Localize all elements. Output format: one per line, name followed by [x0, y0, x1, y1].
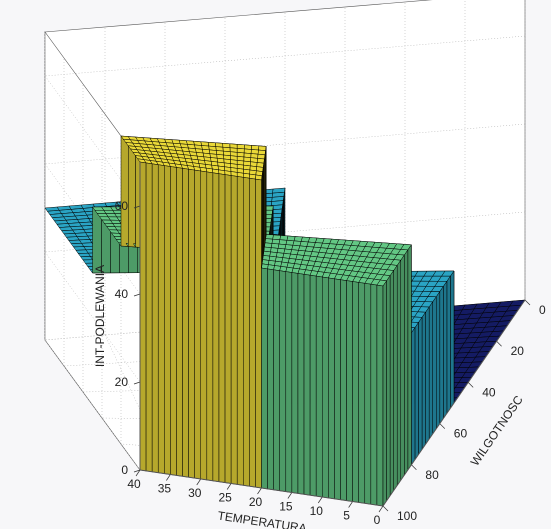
z-axis-title: INT-PODLEWANIA	[93, 265, 107, 367]
x-tick-0: 0	[374, 513, 381, 527]
x-tick-25: 25	[218, 491, 232, 505]
y-tick-20: 20	[511, 344, 525, 358]
x-tick-10: 10	[310, 504, 324, 518]
y-tick-100: 100	[397, 509, 417, 523]
x-axis-title: TEMPERATURA	[217, 509, 308, 529]
x-tick-35: 35	[158, 482, 172, 496]
x-tick-5: 5	[343, 509, 350, 523]
z-tick-20: 20	[115, 375, 129, 389]
y-tick-60: 60	[454, 427, 468, 441]
x-tick-40: 40	[127, 477, 141, 491]
x-tick-20: 20	[249, 495, 263, 509]
y-tick-80: 80	[425, 468, 439, 482]
y-tick-40: 40	[482, 385, 496, 399]
chart-svg: 05101520253035400204060801000204060TEMPE…	[0, 0, 551, 529]
x-tick-30: 30	[188, 486, 202, 500]
y-tick-0: 0	[539, 303, 546, 317]
z-tick-0: 0	[121, 463, 128, 477]
y-axis-title: WILGOTNOSC	[468, 393, 526, 469]
chart-surface-3d: 05101520253035400204060801000204060TEMPE…	[0, 0, 551, 529]
z-tick-60: 60	[115, 199, 129, 213]
z-tick-40: 40	[115, 287, 129, 301]
x-tick-15: 15	[279, 500, 293, 514]
